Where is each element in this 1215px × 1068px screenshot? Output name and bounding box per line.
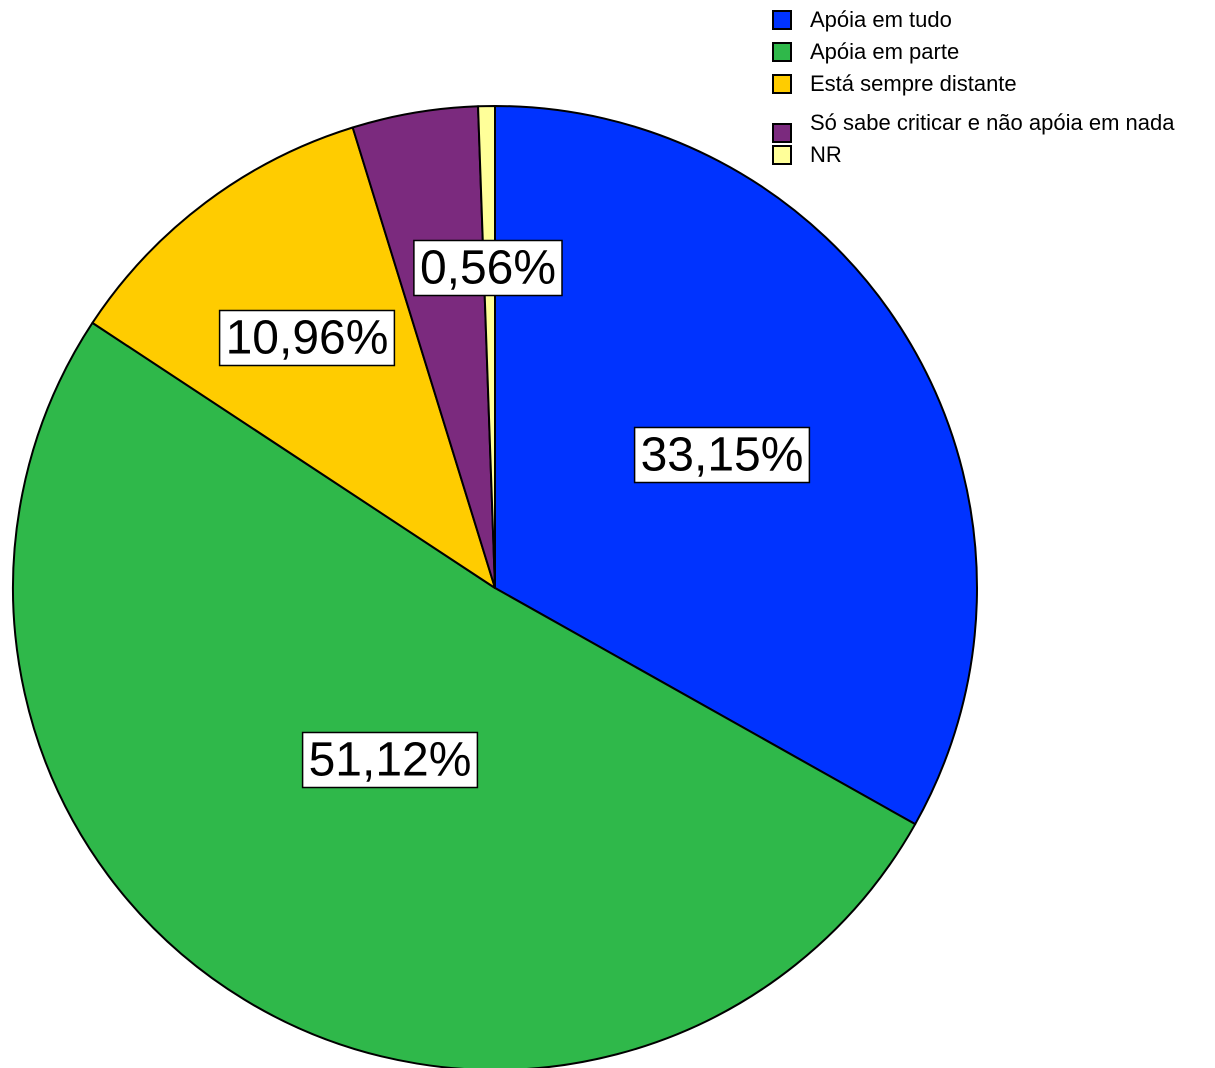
- legend-label: NR: [810, 142, 842, 167]
- legend-item-so-sabe-criticar: Só sabe criticar e não apóia em nada: [772, 109, 1212, 143]
- pie-data-label-2: 10,96%: [218, 309, 396, 367]
- legend-label: Apóia em parte: [810, 39, 960, 64]
- data-label-box: [218, 309, 396, 367]
- pie-data-label-4: 0,56%: [413, 239, 563, 297]
- pie-slice-1: [12, 321, 917, 1068]
- data-label-text: 33,15%: [641, 429, 804, 482]
- data-label-text: 10,96%: [226, 312, 389, 365]
- legend-item-apoia-em-parte: Apóia em parte: [772, 38, 1212, 65]
- legend-item-apoia-em-tudo: Apóia em tudo: [772, 6, 1212, 33]
- legend-item-esta-sempre-distante: Está sempre distante: [772, 70, 1212, 97]
- legend-item-nr: NR: [772, 141, 1212, 168]
- legend: Apóia em tudo Apóia em parte Está sempre…: [772, 6, 1212, 173]
- data-label-text: 0,56%: [420, 242, 556, 295]
- data-label-text: 51,12%: [309, 734, 472, 787]
- legend-swatch: [772, 42, 792, 62]
- pie-data-labels: 33,15% 51,12% 10,96% 0,56%: [218, 239, 811, 789]
- legend-swatch: [772, 145, 792, 165]
- data-label-box: [633, 426, 811, 484]
- pie-data-label-1: 51,12%: [301, 731, 479, 789]
- legend-label: Só sabe criticar e não apóia em nada: [810, 110, 1175, 135]
- legend-label: Apóia em tudo: [810, 7, 952, 32]
- legend-swatch: [772, 123, 792, 143]
- data-label-box: [413, 239, 563, 297]
- pie-slice-4: [477, 105, 496, 589]
- legend-label: Está sempre distante: [810, 71, 1017, 96]
- legend-swatch: [772, 10, 792, 30]
- legend-swatch: [772, 74, 792, 94]
- data-label-box: [301, 731, 479, 789]
- pie-data-label-0: 33,15%: [633, 426, 811, 484]
